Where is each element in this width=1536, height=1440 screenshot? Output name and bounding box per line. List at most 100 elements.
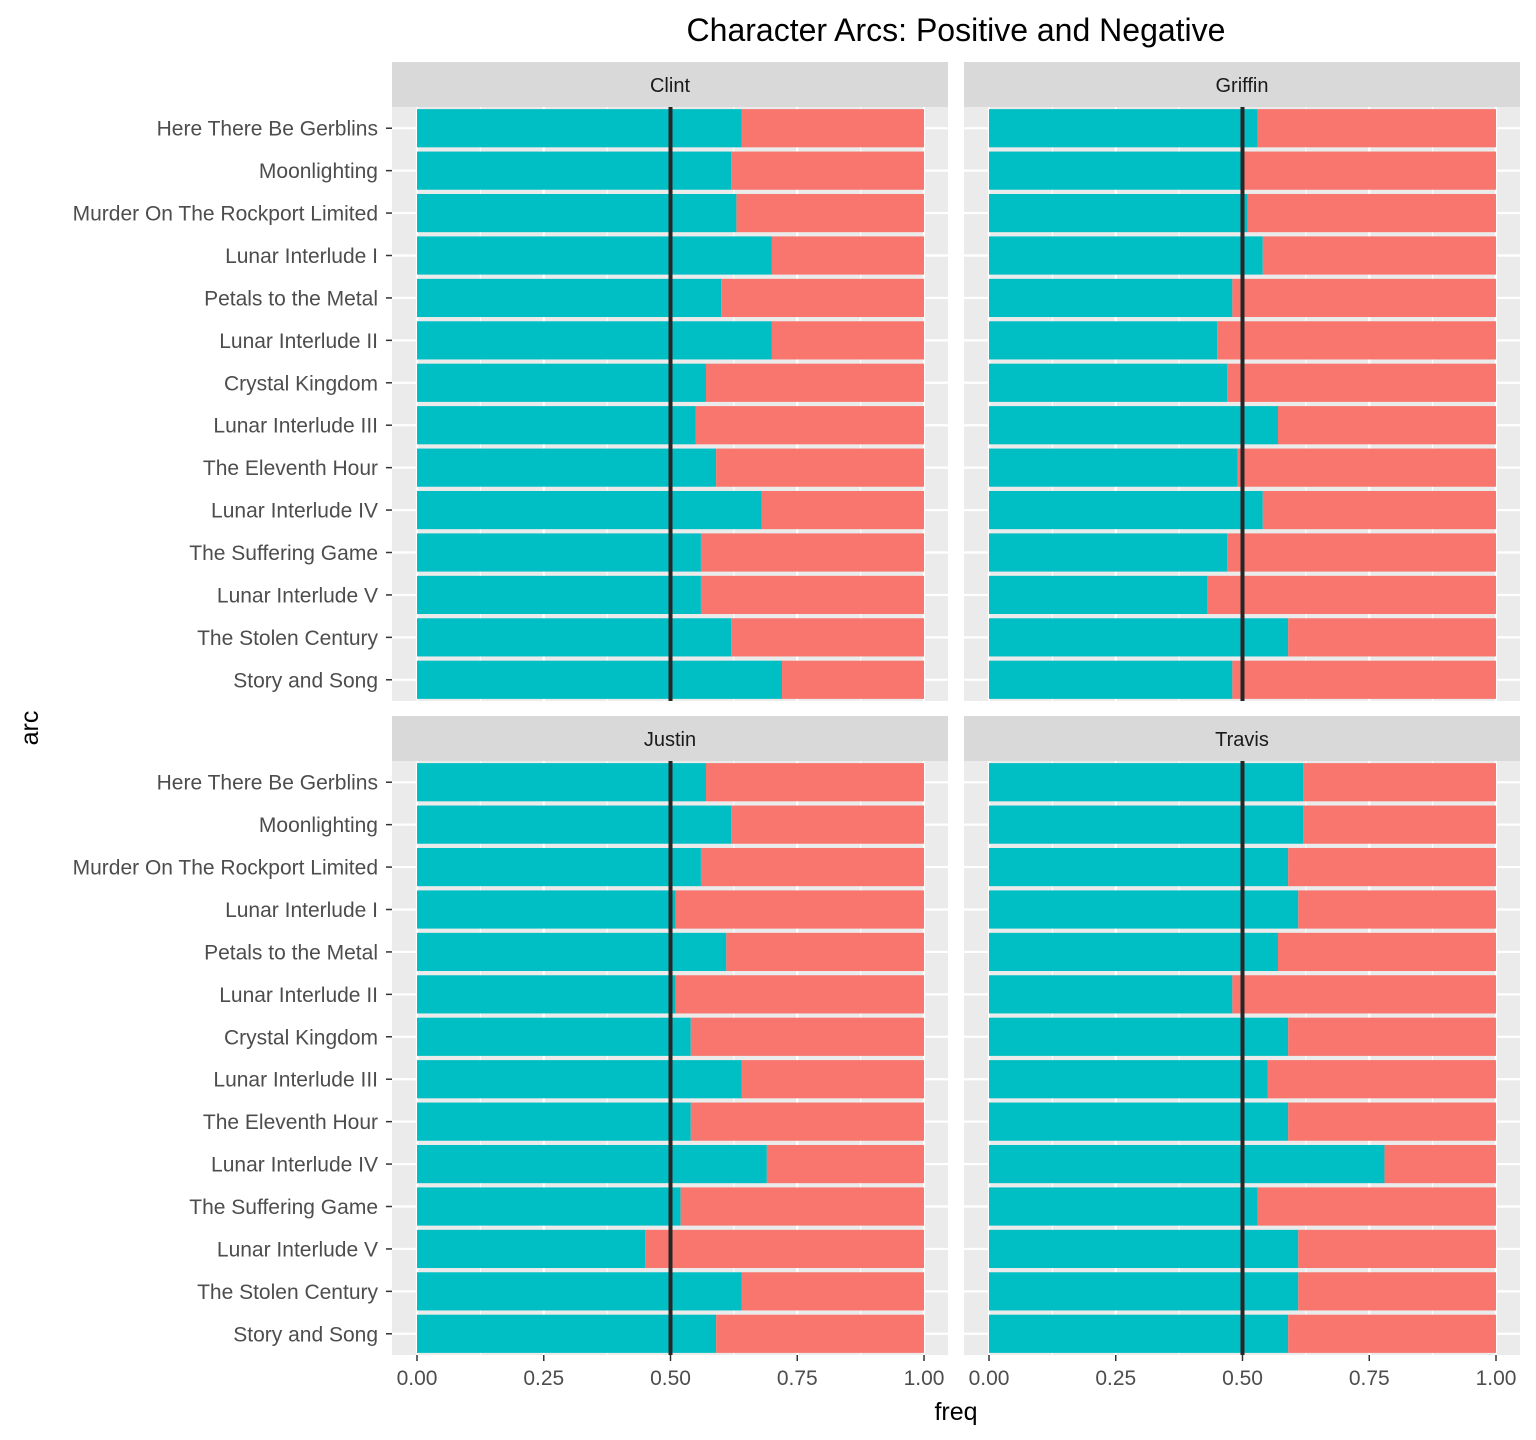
bar-negative-griffin-11: [1207, 575, 1496, 615]
bar-negative-justin-9: [766, 1144, 924, 1184]
bar-positive-travis-6: [989, 1017, 1289, 1056]
x-tick-label: 1.00: [1476, 1367, 1517, 1390]
facet-label-clint: Clint: [650, 75, 690, 97]
x-tick-label: 0.75: [1349, 1367, 1390, 1390]
bar-positive-travis-7: [989, 1060, 1268, 1099]
bar-positive-justin-10: [417, 1187, 681, 1226]
bar-positive-travis-5: [989, 975, 1233, 1014]
bar-negative-griffin-6: [1227, 363, 1496, 402]
bar-negative-travis-2: [1288, 847, 1496, 887]
y-tick-label: Lunar Interlude I: [225, 899, 378, 922]
bar-positive-travis-9: [989, 1144, 1385, 1184]
bar-negative-clint-12: [731, 618, 924, 657]
bar-positive-clint-3: [417, 236, 772, 275]
bar-positive-griffin-6: [989, 363, 1228, 402]
bar-positive-griffin-7: [989, 406, 1278, 445]
y-tick-label: Lunar Interlude IV: [211, 500, 378, 523]
facet-strip-clint: [392, 62, 948, 107]
y-tick-label: Lunar Interlude IV: [211, 1154, 378, 1177]
bar-positive-justin-5: [417, 975, 676, 1014]
y-tick-label: Moonlighting: [259, 814, 378, 837]
bar-negative-griffin-10: [1227, 533, 1496, 572]
bar-negative-travis-10: [1257, 1187, 1496, 1226]
x-tick-label: 0.50: [650, 1367, 691, 1390]
bar-positive-justin-9: [417, 1144, 767, 1184]
bar-positive-justin-2: [417, 847, 701, 887]
bar-positive-justin-6: [417, 1017, 691, 1056]
bar-negative-travis-6: [1288, 1017, 1496, 1056]
bar-negative-justin-2: [700, 847, 924, 887]
facet-strip-griffin: [964, 62, 1520, 107]
bar-negative-justin-12: [741, 1272, 924, 1311]
bar-positive-griffin-12: [989, 618, 1289, 657]
bar-positive-justin-1: [417, 805, 732, 844]
bar-negative-travis-1: [1303, 805, 1496, 844]
bar-negative-travis-13: [1288, 1314, 1496, 1353]
y-tick-label: The Eleventh Hour: [203, 457, 378, 480]
bar-negative-justin-1: [731, 805, 924, 844]
bar-positive-griffin-8: [989, 448, 1238, 487]
y-tick-label: Lunar Interlude II: [219, 984, 378, 1007]
y-tick-label: Lunar Interlude V: [217, 1238, 378, 1261]
x-axis-title: freq: [934, 1398, 977, 1426]
facet-label-travis: Travis: [1215, 729, 1269, 751]
y-tick-label: Lunar Interlude II: [219, 330, 378, 353]
bar-negative-travis-0: [1303, 763, 1496, 802]
bar-negative-griffin-4: [1232, 278, 1496, 318]
bar-positive-griffin-9: [989, 490, 1263, 530]
bar-positive-clint-6: [417, 363, 706, 402]
bar-positive-griffin-2: [989, 193, 1248, 233]
y-tick-label: Here There Be Gerblins: [157, 118, 378, 141]
bar-positive-clint-10: [417, 533, 701, 572]
y-tick-label: Lunar Interlude III: [213, 415, 378, 438]
bar-negative-travis-5: [1232, 975, 1496, 1014]
bar-positive-travis-8: [989, 1102, 1289, 1141]
bar-negative-justin-5: [675, 975, 924, 1014]
bar-negative-justin-8: [690, 1102, 924, 1141]
y-tick-label: Petals to the Metal: [204, 287, 378, 310]
bar-positive-travis-1: [989, 805, 1304, 844]
x-tick-label: 0.75: [777, 1367, 818, 1390]
bar-negative-justin-10: [680, 1187, 924, 1226]
y-tick-label: Petals to the Metal: [204, 941, 378, 964]
bar-negative-justin-0: [705, 763, 924, 802]
y-tick-label: Story and Song: [233, 669, 378, 692]
facet-strip-travis: [964, 716, 1520, 761]
x-tick-label: 0.25: [523, 1367, 564, 1390]
bar-negative-justin-6: [690, 1017, 924, 1056]
y-tick-label: The Stolen Century: [197, 1281, 378, 1304]
bar-negative-clint-5: [771, 321, 924, 360]
bar-positive-clint-11: [417, 575, 701, 615]
bar-negative-travis-7: [1267, 1060, 1496, 1099]
y-tick-label: Moonlighting: [259, 160, 378, 183]
bar-negative-griffin-12: [1288, 618, 1496, 657]
bar-negative-clint-1: [731, 151, 924, 190]
bar-negative-justin-7: [741, 1060, 924, 1099]
x-tick-label: 1.00: [904, 1367, 945, 1390]
x-tick-label: 0.00: [397, 1367, 438, 1390]
x-tick-label: 0.25: [1095, 1367, 1136, 1390]
bar-negative-clint-11: [700, 575, 924, 615]
bar-negative-clint-7: [695, 406, 924, 445]
bar-positive-griffin-0: [989, 109, 1258, 148]
bar-negative-griffin-8: [1237, 448, 1496, 487]
bar-positive-griffin-5: [989, 321, 1218, 360]
bar-negative-griffin-13: [1232, 660, 1496, 699]
bar-negative-griffin-7: [1277, 406, 1496, 445]
y-tick-label: Lunar Interlude V: [217, 584, 378, 607]
bar-negative-travis-12: [1298, 1272, 1496, 1311]
bar-positive-clint-7: [417, 406, 696, 445]
bar-negative-clint-13: [782, 660, 924, 699]
bar-negative-justin-13: [716, 1314, 924, 1353]
y-tick-label: Murder On The Rockport Limited: [73, 857, 378, 880]
bar-negative-griffin-9: [1262, 490, 1496, 530]
y-tick-label: Lunar Interlude III: [213, 1069, 378, 1092]
bar-positive-clint-4: [417, 278, 722, 318]
y-tick-label: Here There Be Gerblins: [157, 772, 378, 795]
bar-positive-justin-13: [417, 1314, 717, 1353]
bar-negative-clint-3: [771, 236, 924, 275]
bar-negative-griffin-1: [1242, 151, 1496, 190]
bar-positive-clint-5: [417, 321, 772, 360]
bar-negative-clint-6: [705, 363, 924, 402]
